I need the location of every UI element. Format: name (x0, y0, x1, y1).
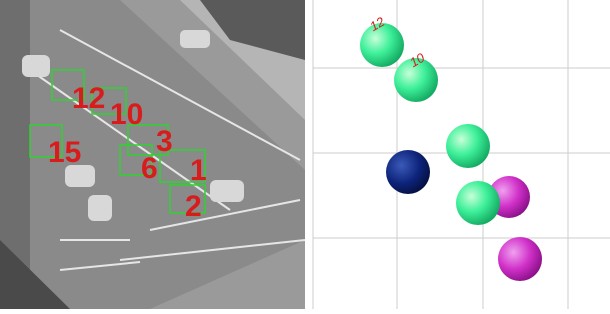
spheres (360, 23, 542, 281)
track-label: 2 (185, 190, 202, 223)
track-label: 12 (72, 82, 105, 115)
figure: 12 10 15 3 6 1 2 12 10 (0, 0, 610, 309)
track-label: 6 (141, 152, 158, 185)
track-label: 1 (190, 154, 207, 187)
page: 12 10 15 3 6 1 2 12 10 (() => { const da… (0, 0, 610, 309)
track-label: 3 (156, 125, 173, 158)
track-label: 15 (48, 136, 81, 169)
track-label: 10 (110, 98, 143, 131)
